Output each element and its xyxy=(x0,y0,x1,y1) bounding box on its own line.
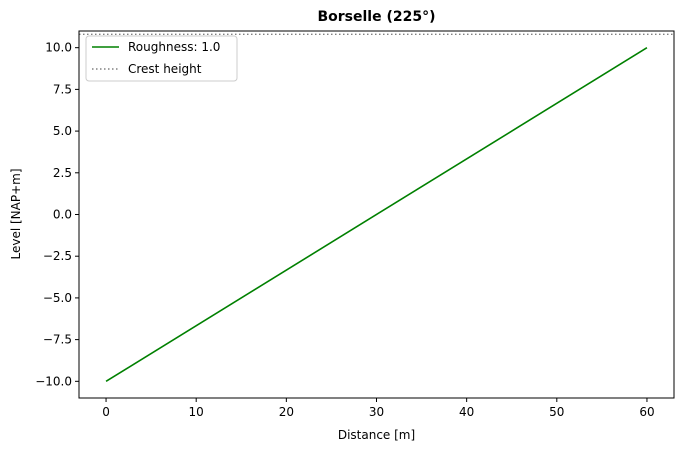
x-tick-label: 40 xyxy=(459,405,474,419)
y-tick-label: −10.0 xyxy=(35,374,72,388)
y-tick-label: 0.0 xyxy=(53,208,72,222)
x-tick-label: 20 xyxy=(279,405,294,419)
x-tick-label: 60 xyxy=(639,405,654,419)
axes: 0 10 20 30 40 50 60 −10.0 −7.5 −5.0 −2.5 0.0 2.5 5.0 7… xyxy=(35,30,675,419)
legend-roughness-label: Roughness: 1.0 xyxy=(128,40,220,54)
y-tick-label: 7.5 xyxy=(53,82,72,96)
y-tick-label: 10.0 xyxy=(45,41,72,55)
series-line-roughness xyxy=(105,46,648,383)
x-tick-label: 10 xyxy=(189,405,204,419)
legend-crest-label: Crest height xyxy=(128,62,202,76)
x-tick-label: 50 xyxy=(549,405,564,419)
y-tick-label: −5.0 xyxy=(43,291,72,305)
y-axis-label: Level [NAP+m] xyxy=(9,168,23,259)
y-tick-label: 2.5 xyxy=(53,166,72,180)
y-tick-label: −7.5 xyxy=(43,333,72,347)
x-tick-label: 0 xyxy=(102,405,110,419)
plot-area xyxy=(79,33,674,383)
legend-frame xyxy=(85,35,238,82)
chart-title: Borselle (225°) xyxy=(317,9,435,25)
legend: Roughness: 1.0 Crest height xyxy=(85,35,238,82)
y-tick-label: 5.0 xyxy=(53,124,72,138)
y-tick-label: −2.5 xyxy=(43,249,72,263)
x-axis-label: Distance [m] xyxy=(338,428,415,442)
x-tick-label: 30 xyxy=(369,405,384,419)
